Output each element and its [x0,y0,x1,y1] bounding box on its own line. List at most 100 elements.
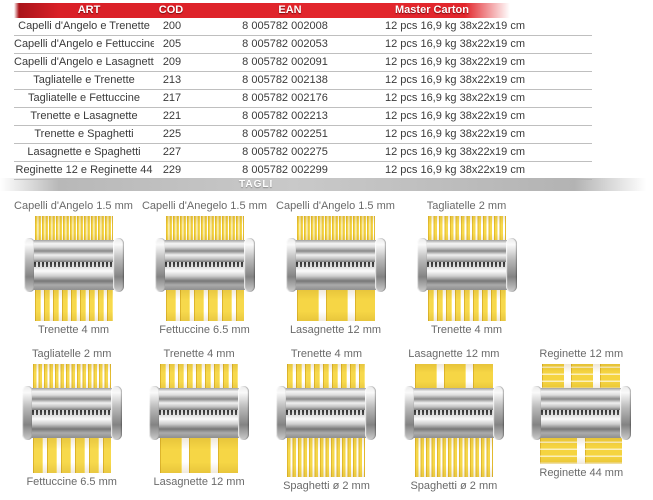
pasta-cutter-roller [276,386,377,440]
cutter-top-label: Capelli d'Anegelo 1.5 mm [141,200,267,212]
roller-teeth [413,410,494,415]
roller-body [159,388,240,438]
roller-end-cap [276,386,288,440]
pasta-strands-top [287,364,366,389]
pasta-strands-bottom [287,437,366,477]
table-row: Trenette e Lasagnette 221 8 005782 00221… [14,108,592,126]
pasta-strands-bottom [165,289,244,321]
cod-cell: 209 [162,56,182,68]
carton-cell: 12 pcs 16,9 kg 38x22x19 cm [384,128,526,140]
cutter-bottom-label: Fettuccine 6.5 mm [159,324,250,336]
roller-body [164,240,245,290]
roller-end-cap [620,386,632,440]
header-master-carton: Master Carton [395,4,469,16]
cutter-top-label: Reginette 12 mm [539,348,624,360]
cutter-item: Capelli d'Angelo 1.5 mm Trenette 4 mm [8,200,139,337]
filler-cell [530,126,592,143]
cutter-bottom-label: Lasagnette 12 mm [289,324,382,336]
roller-end-cap [285,238,297,292]
ean-cell: 8 005782 002091 [242,56,328,68]
art-cell: Trenette e Lasagnette [30,110,138,122]
pasta-cutter-roller [285,238,386,292]
header-art: ART [77,4,101,16]
roller-end-cap [243,238,255,292]
table-row: Capelli d'Angelo e Lasagnette 209 8 0057… [14,54,592,72]
tagli-label: TAGLI [239,179,274,190]
art-cell: Tagliatelle e Trenette [33,74,135,86]
cutter-top-label: Trenette 4 mm [290,348,363,360]
cutter-bottom-label: Trenette 4 mm [37,324,110,336]
cutter-item: Trenette 4 mm Spaghetti ø 2 mm [263,348,390,493]
pasta-strands-top [160,364,239,389]
cutter-top-label: Tagliatelle 2 mm [426,200,507,212]
roller-teeth [33,262,114,267]
roller-teeth [159,410,240,415]
roller-body [33,240,114,290]
roller-end-cap [149,386,161,440]
cutter-item: Capelli d'Anegelo 1.5 mm Fettuccine 6.5 … [139,200,270,337]
pasta-strands-top [165,216,244,241]
cutter-bottom-label: Spaghetti ø 2 mm [283,480,370,492]
cutter-bottom-label: Fettuccine 6.5 mm [26,476,117,488]
pasta-cutter-roller [416,238,517,292]
cutter-bottom-label: Trenette 4 mm [430,324,503,336]
pasta-cutter-roller [149,386,250,440]
roller-end-cap [492,386,504,440]
tagli-section-bar: TAGLI [0,178,653,191]
carton-cell: 12 pcs 16,9 kg 38x22x19 cm [384,146,526,158]
cutter-grid-row-1: Capelli d'Angelo 1.5 mm Trenette 4 mm Ca… [8,200,532,337]
roller-body [426,240,507,290]
roller-teeth [164,262,245,267]
cutter-top-label: Trenette 4 mm [163,348,235,360]
art-cell: Capelli d'Angelo e Trenette [18,20,150,32]
ean-cell: 8 005782 002251 [242,128,328,140]
cutter-item: Lasagnette 12 mm Spaghetti ø 2 mm [390,348,517,493]
cutter-bottom-label: Reginette 44 mm [539,467,624,479]
filler-cell [530,72,592,89]
roller-body [413,388,494,438]
carton-cell: 12 pcs 16,9 kg 38x22x19 cm [384,110,526,122]
cutter-item: Tagliatelle 2 mm Fettuccine 6.5 mm [8,348,135,493]
art-cell: Capelli d'Angelo e Lasagnette [14,56,154,68]
pasta-cutter-roller [531,386,632,440]
carton-cell: 12 pcs 16,9 kg 38x22x19 cm [384,56,526,68]
pasta-cutter-roller [154,238,255,292]
ean-cell: 8 005782 002053 [242,38,328,50]
pasta-strands-bottom [540,437,623,464]
cod-cell: 227 [162,146,182,158]
ean-cell: 8 005782 002213 [242,110,328,122]
cutter-bottom-label: Spaghetti ø 2 mm [410,480,498,492]
pasta-strands-top [296,216,375,241]
pasta-strands-top [34,216,113,241]
cutter-bottom-label: Lasagnette 12 mm [153,476,245,488]
table-header-bar: ART COD EAN Master Carton [14,3,592,18]
cutter-top-label: Capelli d'Angelo 1.5 mm [14,200,133,212]
roller-end-cap [365,386,377,440]
carton-cell: 12 pcs 16,9 kg 38x22x19 cm [384,74,526,86]
carton-cell: 12 pcs 16,9 kg 38x22x19 cm [384,164,526,176]
cod-cell: 229 [162,164,182,176]
filler-cell [530,18,592,35]
art-cell: Lasagnette e Spaghetti [27,146,141,158]
roller-body [31,388,112,438]
pasta-strands-bottom [414,437,493,477]
ean-cell: 8 005782 002275 [242,146,328,158]
roller-end-cap [505,238,517,292]
filler-cell [530,162,592,179]
roller-teeth [286,410,367,415]
pasta-cutter-roller [21,386,122,440]
pasta-strands-bottom [160,437,239,473]
pasta-cutter-roller [403,386,504,440]
roller-end-cap [374,238,386,292]
pasta-strands-top [542,364,621,389]
roller-teeth [426,262,507,267]
table-row: Trenette e Spaghetti 225 8 005782 002251… [14,126,592,144]
pasta-strands-top [414,364,493,389]
carton-cell: 12 pcs 16,9 kg 38x22x19 cm [384,38,526,50]
art-cell: Reginette 12 e Reginette 44 [15,164,153,176]
pasta-cutter-roller [23,238,124,292]
cod-cell: 225 [162,128,182,140]
ean-cell: 8 005782 002138 [242,74,328,86]
cod-cell: 200 [162,20,182,32]
cutter-item: Reginette 12 mm Reginette 44 mm [518,348,645,493]
